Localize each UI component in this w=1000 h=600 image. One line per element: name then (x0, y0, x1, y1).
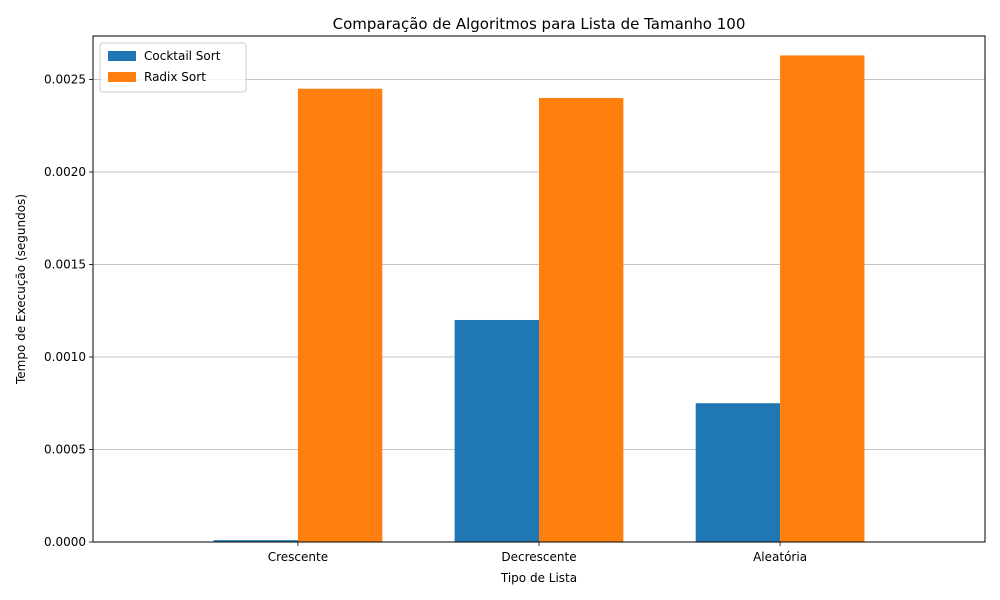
legend-label: Radix Sort (144, 70, 206, 84)
y-tick-label: 0.0005 (44, 442, 86, 456)
legend: Cocktail Sort Radix Sort (99, 42, 247, 93)
y-tick-label: 0.0000 (44, 535, 86, 549)
x-tick-label: Decrescente (501, 550, 576, 564)
bar-cocktail-sort-3 (695, 403, 781, 542)
legend-label: Cocktail Sort (144, 49, 221, 63)
y-tick-label: 0.0025 (44, 72, 86, 86)
chart-title: Comparação de Algoritmos para Lista de T… (333, 15, 746, 33)
bar-radix-sort-1 (297, 88, 383, 543)
x-tick-label: Crescente (268, 550, 328, 564)
y-axis: 0.0000 0.0005 0.0010 0.0015 0.0020 0.0025 (44, 72, 93, 549)
bar-cocktail-sort-2 (454, 319, 539, 542)
bar-radix-sort-3 (780, 55, 865, 542)
legend-box (99, 42, 247, 93)
bar-cocktail-sort-1 (213, 540, 298, 542)
y-tick-label: 0.0020 (44, 165, 86, 179)
y-axis-label: Tempo de Execução (segundos) (14, 194, 28, 385)
bar-radix-sort-2 (539, 97, 624, 543)
y-tick-label: 0.0010 (44, 350, 86, 364)
x-axis-label: Tipo de Lista (500, 571, 577, 585)
y-tick-label: 0.0015 (44, 257, 86, 271)
x-tick-label: Aleatória (753, 550, 807, 564)
legend-swatch (108, 72, 136, 82)
legend-swatch (108, 51, 136, 61)
bars (213, 55, 865, 543)
x-axis: Crescente Decrescente Aleatória (268, 542, 807, 564)
